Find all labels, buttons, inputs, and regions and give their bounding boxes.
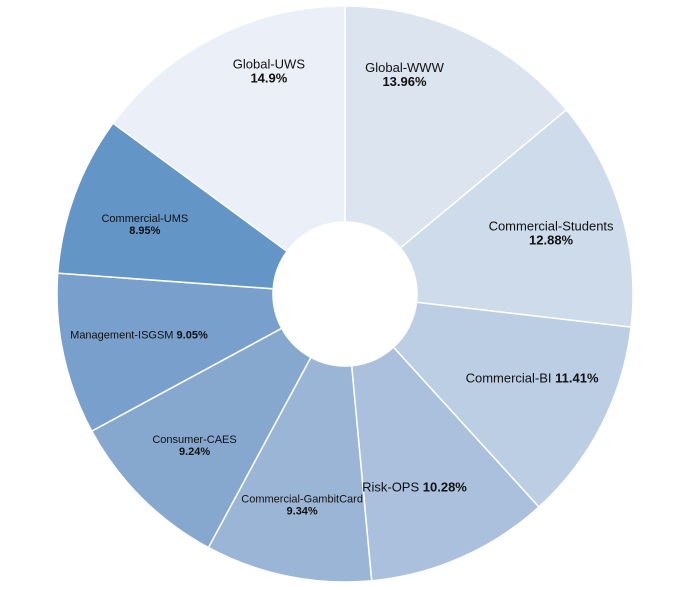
slice-percent-global-uws: 14.9% [250,71,287,86]
slice-name-commercial-students: Commercial-Students [489,219,614,234]
slice-name-risk-ops: Risk-OPS [362,479,423,494]
slices-layer [56,5,634,583]
slice-commercial-students[interactable] [399,108,634,329]
slice-commercial-ums[interactable] [56,122,289,290]
slice-label-management-isgsm: Management-ISGSM 9.05% [70,329,208,341]
slice-label-commercial-students: Commercial-Students 12.88% [489,219,614,248]
slice-percent-global-www: 13.96% [382,74,427,89]
slice-global-www[interactable] [344,5,568,250]
slice-percent-consumer-caes: 9.24% [179,446,210,458]
slice-percent-commercial-gambitcard: 9.34% [287,506,318,518]
slice-label-commercial-bi: Commercial-BI 11.41% [466,370,599,385]
slice-name-commercial-bi: Commercial-BI [466,370,556,385]
slice-percent-risk-ops: 10.28% [423,479,468,494]
slice-risk-ops[interactable] [350,346,540,582]
slice-percent-management-isgsm: 9.05% [177,329,208,341]
slice-consumer-caes[interactable] [90,327,312,549]
slice-percent-commercial-bi: 11.41% [555,370,599,385]
slice-management-isgsm[interactable] [56,272,283,433]
slice-global-uws[interactable] [112,5,346,253]
slice-name-commercial-gambitcard: Commercial-GambitCard [241,494,363,506]
slice-label-consumer-caes: Consumer-CAES 9.24% [152,434,236,458]
slice-label-commercial-ums: Commercial-UMS 8.95% [101,213,188,237]
slice-name-management-isgsm: Management-ISGSM [70,329,176,341]
slice-label-global-www: Global-WWW 13.96% [365,60,444,89]
slice-commercial-gambitcard[interactable] [207,356,373,583]
slice-percent-commercial-ums: 8.95% [129,225,160,237]
labels-layer: Global-WWW 13.96% Commercial-Students 12.88… [70,57,614,518]
slice-percent-commercial-students: 12.88% [529,233,574,248]
slice-commercial-bi[interactable] [392,301,632,509]
slice-label-global-uws: Global-UWS 14.9% [233,57,306,86]
slice-label-risk-ops: Risk-OPS 10.28% [362,479,467,494]
slice-name-global-uws: Global-UWS [233,57,306,72]
slice-name-consumer-caes: Consumer-CAES [152,434,236,446]
slice-label-commercial-gambitcard: Commercial-GambitCard 9.34% [241,494,363,518]
slice-name-commercial-ums: Commercial-UMS [101,213,188,225]
slice-name-global-www: Global-WWW [365,60,444,75]
